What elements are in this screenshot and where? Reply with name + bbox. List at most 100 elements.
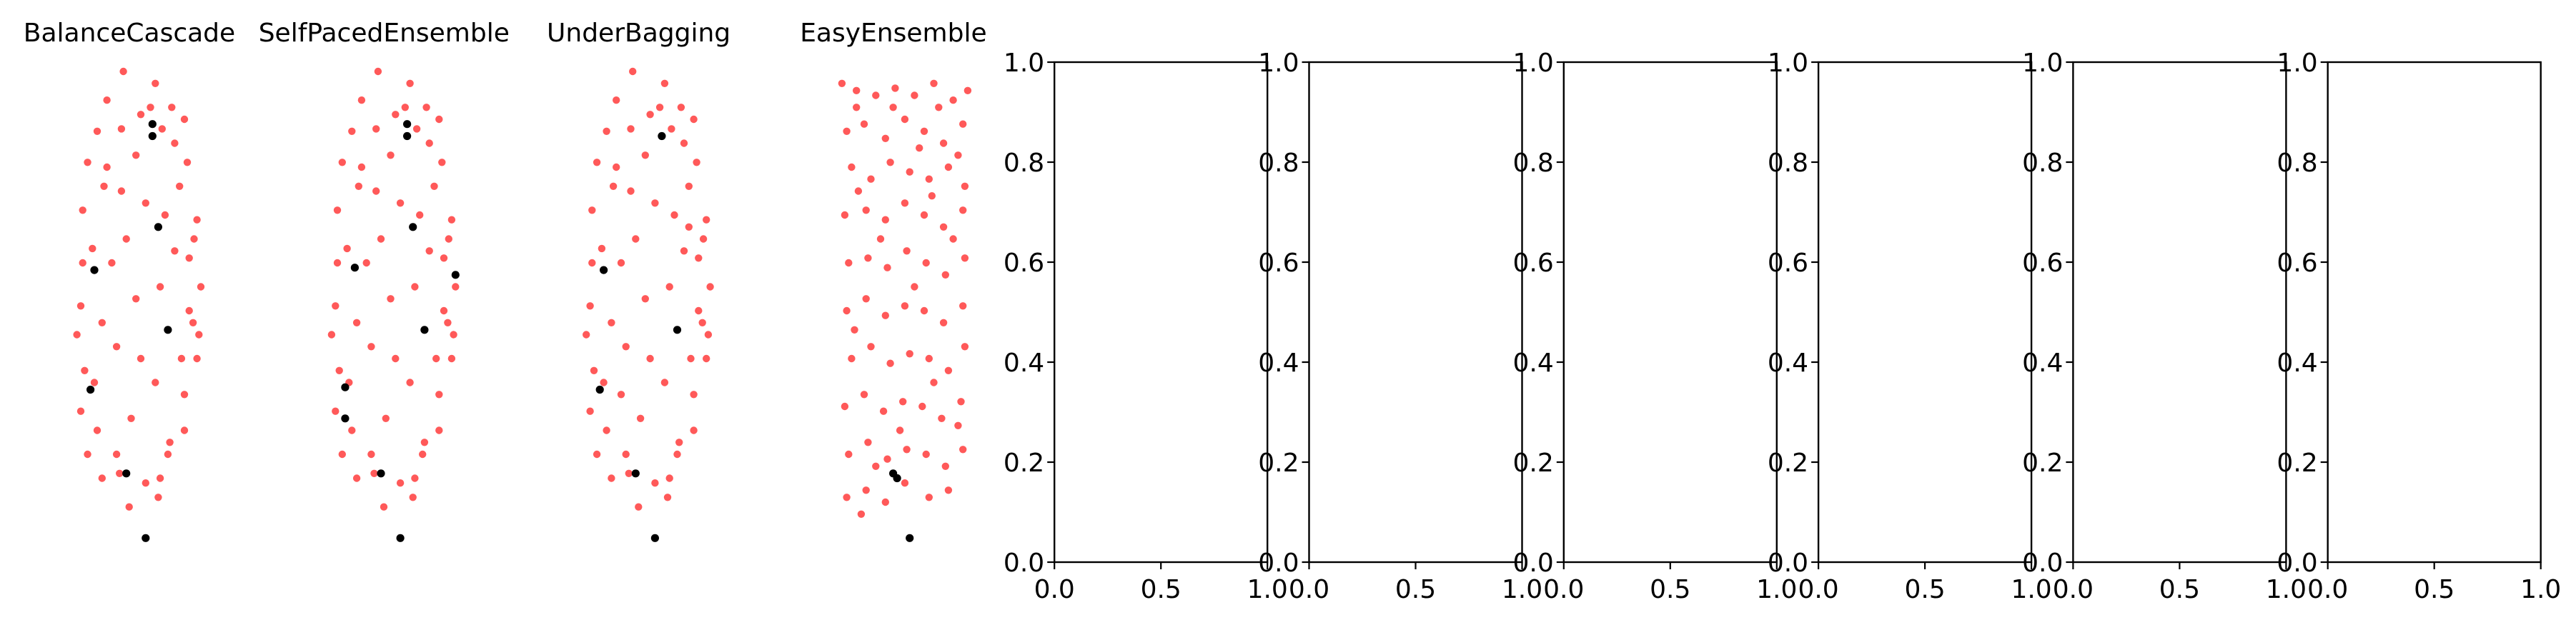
- majority-point: [864, 254, 872, 262]
- majority-point: [883, 264, 891, 271]
- majority-point: [872, 462, 880, 470]
- majority-point: [862, 295, 870, 303]
- majority-point: [132, 151, 140, 159]
- majority-point: [922, 450, 930, 459]
- y-tick-label: 0.0: [1513, 549, 1554, 578]
- majority-point: [81, 366, 89, 374]
- majority-point: [939, 223, 948, 231]
- majority-point: [583, 331, 590, 339]
- majority-point: [127, 414, 135, 422]
- majority-point: [963, 86, 972, 94]
- minority-point: [154, 223, 162, 231]
- majority-point: [147, 104, 154, 111]
- majority-point: [920, 127, 928, 135]
- minority-point: [673, 326, 682, 334]
- majority-point: [930, 379, 938, 386]
- majority-point: [603, 426, 610, 434]
- majority-point: [608, 474, 615, 482]
- majority-point: [406, 379, 414, 386]
- majority-point: [608, 319, 615, 326]
- majority-point: [603, 127, 610, 135]
- majority-point: [699, 235, 708, 243]
- majority-point: [673, 450, 681, 459]
- majority-point: [891, 84, 899, 92]
- majority-point: [845, 259, 853, 267]
- majority-point: [154, 494, 162, 501]
- majority-point: [944, 486, 953, 494]
- y-tick-label: 0.0: [1004, 549, 1044, 578]
- majority-point: [949, 96, 957, 104]
- axes-frame: [2327, 61, 2542, 564]
- majority-point: [333, 206, 342, 214]
- majority-point: [332, 407, 340, 415]
- majority-point: [881, 216, 890, 224]
- majority-point: [961, 343, 969, 351]
- majority-point: [690, 426, 698, 434]
- majority-point: [853, 86, 861, 94]
- y-tick-label: 0.8: [2277, 149, 2317, 178]
- majority-point: [382, 414, 390, 422]
- majority-point: [79, 259, 86, 267]
- majority-point: [959, 302, 967, 310]
- majority-point: [860, 120, 868, 128]
- majority-point: [939, 139, 948, 147]
- x-tick-label: 0.0: [1543, 575, 1584, 604]
- majority-point: [860, 391, 868, 399]
- majority-point: [845, 450, 853, 459]
- majority-point: [959, 446, 967, 454]
- majority-point: [901, 199, 909, 207]
- subplot-1: BalanceCascade: [24, 19, 235, 542]
- majority-point: [928, 192, 936, 200]
- majority-point: [886, 159, 894, 166]
- y-tick-label: 1.0: [1513, 49, 1554, 78]
- majority-point: [117, 125, 126, 133]
- subplot-6: 0.0 0.2 0.4 0.6 0.8 1.0 0.0 0.5 1.0: [1258, 49, 1542, 604]
- x-tick-label: 0.0: [1034, 575, 1075, 604]
- majority-point: [435, 115, 443, 124]
- majority-point: [171, 139, 179, 147]
- minority-point: [658, 131, 666, 141]
- y-tick-label: 0.8: [2022, 149, 2063, 178]
- y-tick-label: 0.4: [1513, 349, 1554, 378]
- subplot-7: 0.0 0.2 0.4 0.6 0.8 1.0 0.0 0.5 1.0: [1513, 49, 1798, 604]
- majority-point: [598, 244, 606, 253]
- majority-point: [367, 343, 375, 351]
- majority-point: [685, 182, 693, 190]
- majority-point: [916, 144, 923, 152]
- majority-point: [411, 474, 419, 482]
- majority-point: [416, 211, 424, 219]
- majority-point: [332, 302, 340, 310]
- majority-point: [84, 450, 91, 459]
- majority-point: [899, 398, 907, 406]
- majority-point: [333, 259, 342, 267]
- majority-point: [185, 306, 193, 315]
- y-tick-label: 1.0: [2277, 49, 2317, 78]
- majority-point: [190, 235, 198, 243]
- majority-point: [886, 359, 894, 367]
- majority-point: [380, 503, 388, 511]
- minority-point: [409, 223, 417, 231]
- subplot-2: SelfPacedEnsemble: [259, 19, 510, 542]
- majority-point: [142, 479, 149, 487]
- majority-point: [944, 163, 953, 171]
- subplot-title: UnderBagging: [547, 19, 730, 48]
- majority-point: [853, 104, 861, 111]
- majority-point: [440, 306, 448, 315]
- y-tick-label: 0.0: [2277, 549, 2317, 578]
- majority-series: [838, 79, 972, 518]
- majority-point: [195, 331, 203, 339]
- majority-point: [177, 354, 186, 363]
- minority-series: [341, 120, 460, 542]
- majority-point: [430, 182, 438, 190]
- majority-point: [632, 235, 640, 243]
- majority-point: [925, 175, 933, 183]
- subplot-title: BalanceCascade: [24, 19, 235, 48]
- subplot-8: 0.0 0.2 0.4 0.6 0.8 1.0 0.0 0.5 1.0: [1768, 49, 2052, 604]
- majority-point: [450, 331, 457, 339]
- majority-series: [73, 67, 205, 511]
- majority-point: [862, 206, 870, 214]
- majority-point: [941, 271, 950, 279]
- majority-point: [660, 79, 669, 88]
- majority-point: [838, 79, 846, 88]
- majority-point: [112, 450, 121, 459]
